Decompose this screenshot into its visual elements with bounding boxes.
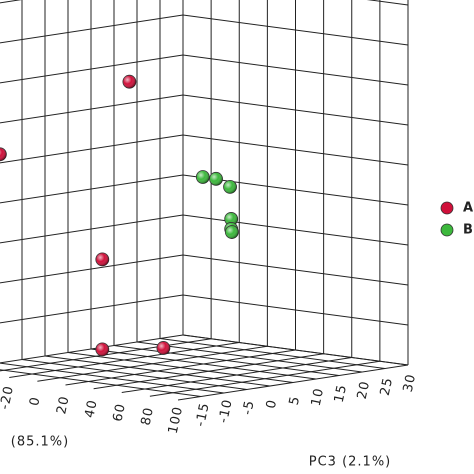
- x-tick-label: 40: [82, 398, 101, 419]
- point-shade: [196, 170, 210, 184]
- legend-swatch: [440, 223, 454, 237]
- z-tick-label: -15: [193, 401, 213, 428]
- point-shade: [224, 212, 238, 226]
- x-axis-label: (85.1%): [11, 435, 69, 450]
- grid-line: [44, 355, 271, 387]
- point-shade: [209, 172, 223, 186]
- z-tick-label: 25: [378, 376, 397, 397]
- legend-swatch: [440, 201, 454, 215]
- point-shade: [223, 180, 237, 194]
- x-tick-label: 0: [27, 395, 44, 407]
- grid-line: [90, 348, 317, 380]
- point-shade: [0, 147, 7, 161]
- z-tick-label: -5: [240, 399, 258, 417]
- x-tick-label: 20: [54, 394, 73, 415]
- z-tick-label: 10: [309, 386, 328, 407]
- legend-label: A: [463, 201, 474, 216]
- z-tick-label: -10: [216, 398, 236, 425]
- x-tick-label: 80: [139, 406, 158, 427]
- grid-line: [0, 369, 202, 397]
- point-shade: [95, 252, 109, 266]
- point-shade: [95, 342, 109, 356]
- legend: AB: [440, 201, 474, 238]
- grid-line: [136, 341, 363, 373]
- z-tick-label: 15: [332, 383, 351, 404]
- marks: [0, 74, 239, 357]
- x-tick-label: 60: [110, 402, 129, 423]
- point-shade: [122, 75, 136, 89]
- point-shade: [225, 225, 239, 239]
- x-tick-label: -20: [0, 384, 17, 411]
- z-tick-label: 20: [355, 379, 374, 400]
- x-tick-label: 100: [166, 405, 186, 435]
- grid-line: [0, 362, 225, 394]
- grid-line: [21, 359, 248, 390]
- z-tick-label: 0: [264, 398, 281, 410]
- z-tick-label: 30: [401, 372, 420, 393]
- z-axis-label: PC3 (2.1%): [309, 455, 392, 470]
- legend-label: B: [463, 223, 474, 238]
- grid-line: [67, 352, 294, 383]
- point-shade: [156, 341, 170, 355]
- z-tick-label: 5: [287, 394, 304, 406]
- grid-line: [113, 345, 340, 376]
- grid-line: [159, 338, 386, 369]
